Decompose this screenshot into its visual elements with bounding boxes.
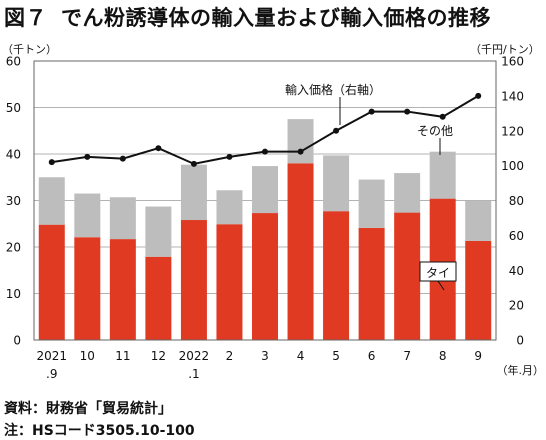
right-tick-label: 20 (509, 299, 524, 313)
x-tick-label: 10 (80, 349, 95, 363)
right-tick-label: 60 (509, 229, 524, 243)
bar-other (394, 173, 421, 213)
bar-other (323, 155, 350, 212)
x-tick-label: 2021 (36, 349, 67, 363)
right-tick-label: 80 (509, 194, 524, 208)
right-tick-label: 100 (501, 159, 524, 173)
x-tick-label-year: .1 (188, 367, 199, 381)
x-tick-label: 8 (439, 349, 447, 363)
x-tick-label-year: .9 (46, 367, 57, 381)
right-tick-label: 40 (509, 264, 524, 278)
right-tick-label: 120 (501, 124, 524, 138)
left-tick-label: 10 (6, 287, 21, 301)
price-marker (404, 108, 411, 115)
price-marker (475, 92, 482, 99)
bar-other (74, 193, 101, 238)
bar-other (109, 197, 136, 240)
thai-annotation: タイ (426, 266, 450, 280)
bar-other (216, 190, 243, 225)
x-tick-label: 12 (151, 349, 166, 363)
thai-label-box (419, 261, 457, 282)
x-tick-label: 2022 (179, 349, 210, 363)
bar-other (180, 164, 207, 221)
bar-thailand (323, 211, 350, 340)
bar-thailand (465, 240, 492, 340)
bar-thailand (394, 212, 421, 340)
right-tick-label: 0 (516, 334, 524, 348)
bar-other (429, 151, 456, 199)
source-note: 資料：財務省「貿易統計」 (4, 401, 172, 417)
x-tick-label: 11 (115, 349, 130, 363)
x-tick-label: 4 (297, 349, 305, 363)
price-marker (368, 108, 375, 115)
bar-other (38, 177, 65, 225)
thai-leader (437, 280, 445, 291)
bar-thailand (252, 213, 278, 340)
price-marker (155, 145, 162, 152)
price-marker (190, 160, 197, 167)
x-tick-label: 6 (368, 349, 376, 363)
right-tick-label: 140 (501, 89, 524, 103)
bar-thailand (216, 224, 243, 340)
bar-other (145, 206, 172, 257)
price-marker (226, 153, 233, 160)
x-axis-unit: （年.月） (497, 363, 545, 377)
bar-thailand (74, 237, 101, 340)
x-tick-label: 9 (474, 349, 482, 363)
left-axis-unit: （千トン） (2, 43, 57, 56)
bar-other (287, 119, 314, 164)
bar-thailand (38, 224, 65, 340)
bar-thailand (358, 227, 385, 340)
hs-code-note: 注：HSコード3505.10-100 (4, 423, 195, 439)
bar-other (358, 179, 385, 228)
bar-other (252, 166, 278, 214)
left-tick-label: 40 (6, 148, 21, 162)
bar-other (465, 200, 492, 241)
plot-frame (33, 60, 497, 341)
x-tick-label: 7 (403, 349, 411, 363)
right-tick-label: 160 (501, 55, 524, 69)
right-axis-unit: （千円/トン） (470, 43, 540, 56)
figure-title: 図７ でん粉誘導体の輸入量および輸入価格の推移 (4, 2, 491, 32)
other-annotation: その他 (417, 124, 453, 138)
left-tick-label: 50 (6, 101, 21, 115)
price-marker (297, 148, 304, 155)
price-marker (262, 148, 268, 155)
x-tick-label: 2 (226, 349, 234, 363)
left-tick-label: 20 (6, 241, 21, 255)
price-marker (333, 127, 340, 134)
bar-thailand (109, 239, 136, 340)
price-marker (439, 113, 446, 120)
x-tick-label: 3 (261, 349, 269, 363)
price-marker (84, 153, 91, 160)
price-annotation: 輸入価格（右軸） (285, 82, 381, 97)
price-marker (119, 155, 126, 162)
x-tick-label: 5 (332, 349, 340, 363)
bar-thailand (145, 256, 172, 340)
bar-thailand (287, 163, 314, 340)
figure-number: 図７ (4, 6, 47, 30)
left-tick-label: 30 (6, 194, 21, 208)
title-text: でん粉誘導体の輸入量および輸入価格の推移 (61, 6, 491, 30)
price-marker (48, 159, 55, 166)
bar-thailand (180, 220, 207, 340)
left-tick-label: 60 (6, 55, 21, 69)
left-tick-label: 0 (13, 334, 21, 348)
